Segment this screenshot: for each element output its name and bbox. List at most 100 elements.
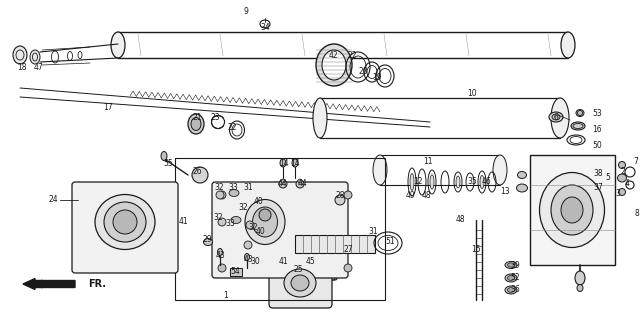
Ellipse shape — [618, 162, 625, 169]
Ellipse shape — [104, 202, 146, 242]
Text: 41: 41 — [178, 217, 188, 226]
Text: 38: 38 — [593, 169, 603, 177]
Text: 6: 6 — [554, 113, 559, 123]
Ellipse shape — [296, 180, 304, 188]
Ellipse shape — [188, 114, 204, 134]
Circle shape — [259, 209, 271, 221]
Ellipse shape — [284, 269, 316, 297]
Text: 32: 32 — [213, 214, 223, 222]
Text: 49: 49 — [405, 192, 415, 201]
Text: 5: 5 — [605, 174, 611, 182]
Text: 22: 22 — [348, 50, 356, 60]
Text: 30: 30 — [250, 257, 260, 266]
Ellipse shape — [456, 176, 460, 188]
Text: 13: 13 — [500, 187, 510, 197]
Bar — [530, 155, 615, 265]
Text: 33: 33 — [225, 219, 235, 227]
Ellipse shape — [508, 276, 515, 280]
Ellipse shape — [111, 32, 125, 58]
Text: 45: 45 — [305, 257, 315, 266]
Text: 22: 22 — [227, 123, 237, 133]
Text: 1: 1 — [223, 290, 228, 300]
Text: 41: 41 — [278, 257, 288, 266]
Text: 54: 54 — [230, 267, 240, 277]
Circle shape — [244, 241, 252, 249]
Ellipse shape — [229, 190, 239, 197]
Text: 52: 52 — [510, 273, 520, 283]
Circle shape — [218, 218, 226, 226]
Text: 25: 25 — [293, 266, 303, 274]
FancyArrow shape — [23, 278, 75, 289]
Text: 14: 14 — [290, 158, 300, 168]
Ellipse shape — [30, 50, 40, 64]
FancyBboxPatch shape — [269, 258, 332, 308]
Ellipse shape — [161, 152, 167, 161]
Text: 50: 50 — [592, 140, 602, 150]
Text: 46: 46 — [482, 177, 492, 186]
Text: 19: 19 — [372, 72, 382, 82]
Circle shape — [192, 167, 208, 183]
Text: 39: 39 — [510, 261, 520, 270]
Text: 40: 40 — [253, 198, 263, 207]
Text: 32: 32 — [238, 203, 248, 213]
Ellipse shape — [313, 98, 327, 138]
Text: 37: 37 — [593, 184, 603, 192]
Ellipse shape — [410, 174, 414, 190]
Ellipse shape — [618, 174, 627, 182]
Ellipse shape — [13, 46, 27, 64]
Text: 24: 24 — [48, 196, 58, 204]
Text: 10: 10 — [467, 89, 477, 98]
Text: 53: 53 — [592, 108, 602, 117]
Text: 16: 16 — [592, 124, 602, 134]
Text: 40: 40 — [255, 227, 265, 237]
Bar — [295, 235, 375, 253]
Ellipse shape — [561, 197, 583, 223]
Ellipse shape — [281, 179, 285, 183]
Text: 43: 43 — [243, 255, 253, 265]
Circle shape — [218, 264, 226, 272]
Ellipse shape — [571, 122, 585, 130]
Text: 3: 3 — [616, 188, 620, 198]
Text: 15: 15 — [471, 245, 481, 255]
Ellipse shape — [204, 238, 212, 245]
Ellipse shape — [316, 44, 352, 86]
Ellipse shape — [505, 261, 517, 268]
Text: 55: 55 — [163, 158, 173, 168]
Text: 17: 17 — [103, 102, 113, 112]
Text: 27: 27 — [343, 245, 353, 255]
Text: 28: 28 — [335, 191, 345, 199]
Text: 48: 48 — [421, 192, 431, 201]
Ellipse shape — [430, 175, 434, 189]
Ellipse shape — [493, 155, 507, 185]
Ellipse shape — [516, 184, 527, 192]
Text: 44: 44 — [297, 179, 307, 187]
Ellipse shape — [245, 199, 285, 244]
Ellipse shape — [113, 210, 137, 234]
Ellipse shape — [540, 173, 605, 248]
Ellipse shape — [576, 110, 584, 117]
FancyBboxPatch shape — [278, 256, 337, 280]
Text: 32: 32 — [214, 184, 224, 192]
FancyBboxPatch shape — [212, 182, 348, 278]
Text: 11: 11 — [423, 158, 433, 167]
Ellipse shape — [292, 159, 298, 167]
Text: 12: 12 — [413, 177, 423, 186]
FancyBboxPatch shape — [72, 182, 178, 273]
Ellipse shape — [280, 159, 286, 167]
Text: 51: 51 — [385, 238, 395, 247]
Text: 33: 33 — [228, 184, 238, 192]
Text: 29: 29 — [202, 236, 212, 244]
Text: 4: 4 — [625, 179, 629, 187]
Circle shape — [216, 191, 224, 199]
Ellipse shape — [253, 207, 278, 237]
FancyBboxPatch shape — [306, 254, 335, 280]
Ellipse shape — [551, 185, 593, 235]
Text: 23: 23 — [210, 112, 220, 122]
Ellipse shape — [575, 271, 585, 285]
Text: 44: 44 — [278, 179, 288, 187]
Text: 26: 26 — [192, 168, 202, 176]
Ellipse shape — [231, 216, 241, 224]
Text: 8: 8 — [635, 209, 639, 217]
Text: 14: 14 — [279, 158, 289, 168]
Text: 34: 34 — [260, 24, 270, 32]
